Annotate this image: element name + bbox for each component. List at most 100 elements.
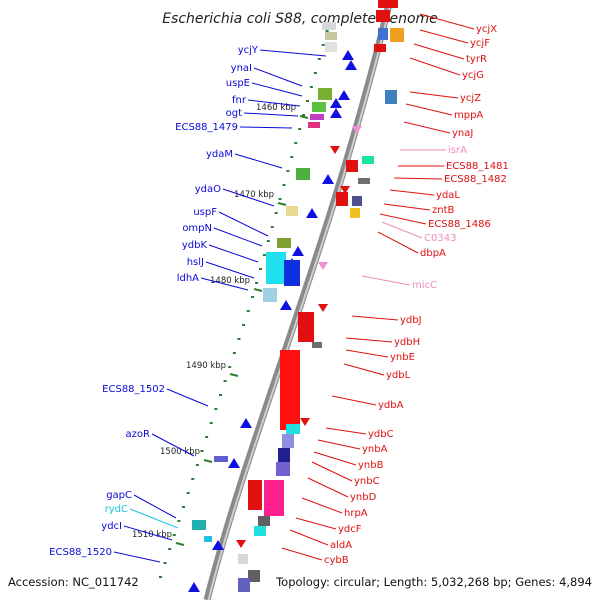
gene-label-right: ydbC <box>368 429 394 440</box>
gene-label-left: uspE <box>226 78 250 89</box>
scale-label: 1500 kbp <box>160 447 200 457</box>
gene-arrow <box>188 582 200 592</box>
gene-label-left: ycjY <box>238 45 259 56</box>
scale-major-tick <box>203 459 213 463</box>
gene-block <box>378 28 388 40</box>
gene-block <box>362 156 374 164</box>
scale-dot <box>251 296 255 298</box>
gene-block <box>204 536 212 542</box>
gene-label-left: ldhA <box>177 273 199 284</box>
right-leader-line <box>393 177 443 180</box>
scale-label: 1470 kbp <box>234 190 274 200</box>
gene-block <box>280 350 300 430</box>
gene-block <box>284 260 300 286</box>
scale-dot <box>205 436 209 438</box>
scale-dot <box>195 464 199 466</box>
gene-block <box>325 32 337 40</box>
gene-label-left: ydbK <box>182 240 208 251</box>
gene-label-right: ycjZ <box>460 93 481 104</box>
gene-block <box>258 516 270 526</box>
map-title: Escherichia coli S88, complete genome <box>162 11 438 27</box>
gene-arrow <box>306 208 318 218</box>
right-leader-line <box>301 497 343 514</box>
right-leader-line <box>325 427 367 435</box>
gene-block <box>282 434 294 448</box>
left-leader-line <box>247 99 301 107</box>
scale-dot <box>262 254 266 256</box>
genome-backbone <box>203 0 394 600</box>
scale-dot <box>278 198 282 200</box>
gene-label-right: dbpA <box>420 248 446 259</box>
gene-label-right: ydcF <box>338 524 362 535</box>
right-leader-line <box>295 517 337 530</box>
right-leader-line <box>361 275 411 286</box>
gene-block <box>248 570 260 582</box>
gene-label-right: ynbC <box>354 476 380 487</box>
right-leader-line <box>409 57 461 76</box>
topology-label: Topology: circular; Length: 5,032,268 bp… <box>275 575 592 589</box>
gene-arrow <box>280 300 292 310</box>
scale-major-tick <box>253 288 263 292</box>
gene-label-right: ydaL <box>436 190 460 201</box>
gene-arrow <box>236 540 246 548</box>
gene-label-right: ECS88_1481 <box>446 161 509 172</box>
gene-block <box>266 252 286 284</box>
gene-block <box>378 0 398 8</box>
gene-label-left: fnr <box>232 95 247 106</box>
gene-block <box>254 526 266 536</box>
scale-dot <box>158 576 162 578</box>
gene-label-left: ynaI <box>231 63 252 74</box>
right-leader-line <box>381 221 423 239</box>
gene-label-left: ydaO <box>195 184 221 195</box>
gene-arrow <box>330 146 340 154</box>
gene-block <box>276 462 290 476</box>
left-leader-line <box>129 508 179 529</box>
gene-block <box>310 114 324 120</box>
gene-block <box>296 168 310 180</box>
gene-label-right: ynbA <box>362 444 388 455</box>
gene-block <box>248 480 262 510</box>
left-leader-line <box>166 388 209 407</box>
right-leader-line <box>405 103 453 116</box>
gene-block <box>376 10 390 22</box>
gene-label-right: ydbA <box>378 400 404 411</box>
right-leader-line <box>331 395 377 406</box>
gene-label-right: tyrR <box>466 54 487 65</box>
right-leader-line <box>317 439 361 450</box>
right-leader-line <box>389 189 435 196</box>
scale-dot <box>317 58 321 60</box>
scale-dot <box>321 44 325 46</box>
scale-dot <box>258 268 262 270</box>
right-leader-line <box>281 547 323 561</box>
gene-label-right: zntB <box>432 205 455 216</box>
scale-dot <box>306 100 309 102</box>
gene-block <box>346 160 358 172</box>
gene-block <box>214 456 228 462</box>
scale-major-tick <box>299 115 309 119</box>
scale-dot <box>182 506 186 508</box>
scale-major-tick <box>229 373 239 377</box>
scale-dot <box>274 212 278 214</box>
gene-arrow <box>322 174 334 184</box>
left-leader-line <box>151 433 195 457</box>
right-leader-line <box>311 461 353 482</box>
left-leader-line <box>251 82 303 97</box>
right-leader-line <box>351 315 399 321</box>
scale-dot <box>163 562 167 564</box>
gene-block <box>277 238 291 248</box>
gene-label-right: mppA <box>454 110 483 121</box>
gene-label-left: uspF <box>193 207 217 218</box>
right-gene-labels: ycjX ycjF tyrR ycjG ycjZ mppA ynaJ isrA ECS88_14… <box>281 13 509 566</box>
scale-dot <box>325 30 329 32</box>
scale-major-tick <box>175 542 185 546</box>
scale-dot <box>309 86 313 88</box>
gene-label-left: azoR <box>126 429 150 440</box>
right-leader-line <box>343 363 385 376</box>
gene-block <box>358 178 370 184</box>
gene-label-right: micC <box>412 280 437 291</box>
right-leader-line <box>313 451 357 466</box>
scale-dot <box>242 324 246 326</box>
gene-label-left: ydcI <box>101 521 122 532</box>
scale-dot <box>223 380 227 382</box>
